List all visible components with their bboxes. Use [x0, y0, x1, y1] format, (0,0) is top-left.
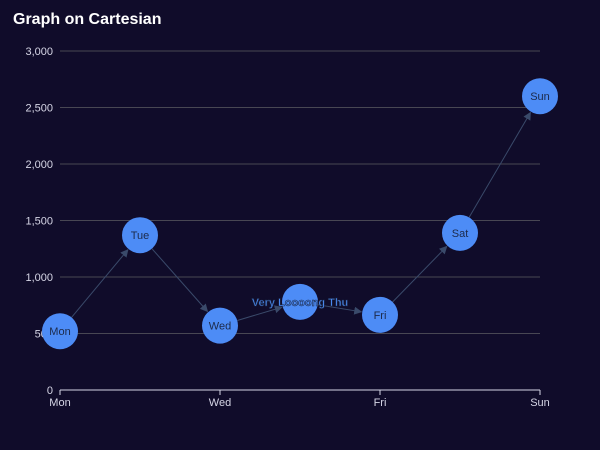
x-axis: Mon Wed Fri Sun	[49, 389, 550, 409]
y-tick-label: 3,000	[25, 46, 53, 58]
x-tick-label: Sun	[530, 397, 550, 409]
node-label: Sat	[452, 228, 469, 240]
graph-node[interactable]	[442, 214, 478, 251]
graph-edges	[71, 111, 531, 321]
y-tick-label: 1,000	[25, 272, 53, 284]
node-label: Fri	[374, 310, 387, 322]
graph-edge	[468, 111, 531, 218]
node-label: Sun	[530, 91, 550, 103]
node-label: Wed	[209, 321, 231, 333]
x-tick-label: Mon	[49, 397, 70, 409]
graph-node[interactable]	[362, 296, 398, 333]
graph-node[interactable]	[122, 217, 158, 254]
y-tick-label: 2,500	[25, 103, 53, 115]
y-tick-label: 1,500	[25, 216, 53, 228]
graph-edge	[151, 248, 209, 313]
graph-node[interactable]	[202, 307, 238, 344]
graph-node[interactable]	[522, 78, 558, 115]
graph-node[interactable]	[282, 283, 318, 320]
y-tick-label: 0	[47, 385, 53, 397]
chart-title: Graph on Cartesian	[13, 11, 161, 28]
graph-edge	[71, 249, 129, 318]
x-tick-label: Fri	[374, 397, 387, 409]
graph-edge	[317, 304, 363, 315]
graph-edge	[237, 305, 283, 321]
node-label: Very Loooong Thu	[252, 297, 349, 309]
y-tick-label: 2,000	[25, 159, 53, 171]
node-label: Tue	[131, 230, 150, 242]
graph-node[interactable]	[42, 313, 78, 350]
graph-nodes: Mon Tue Wed Very Loooong Thu Fri Sat Sun	[42, 78, 558, 350]
graph-edge	[392, 245, 448, 303]
node-label: Mon	[49, 326, 70, 338]
x-tick-label: Wed	[209, 397, 231, 409]
